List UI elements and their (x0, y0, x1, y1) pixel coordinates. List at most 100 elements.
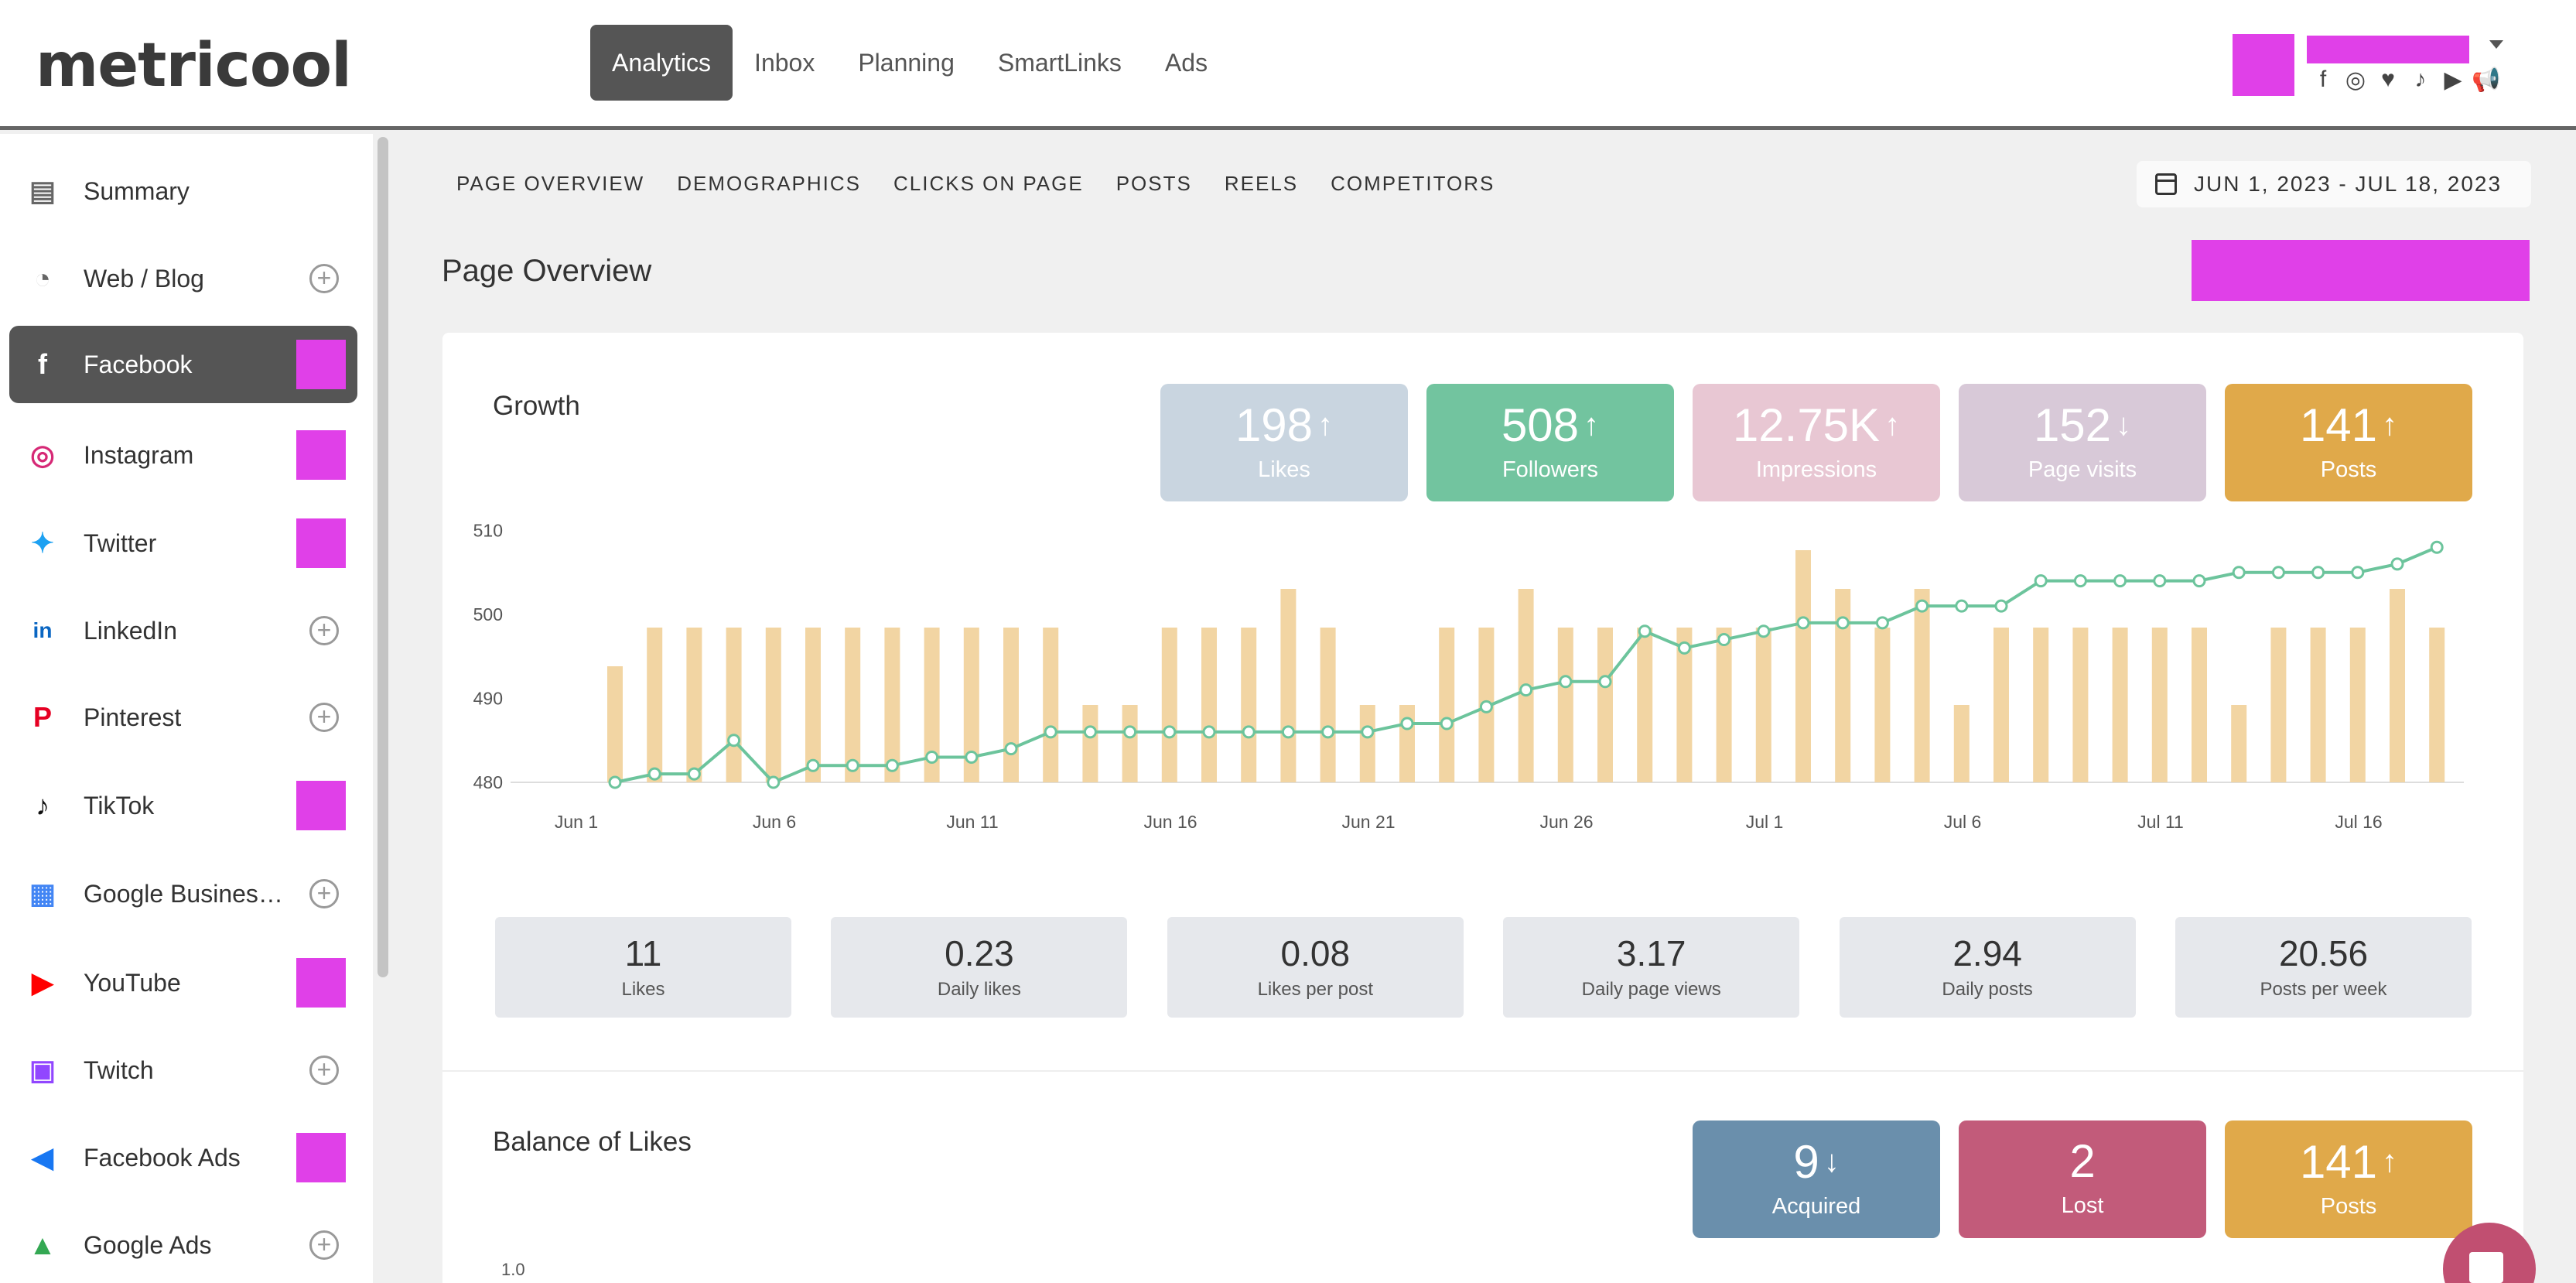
kpi-posts[interactable]: 141 ↑ Posts (2225, 1120, 2472, 1238)
sidebar-item-web-blog[interactable]: ◔ Web / Blog + (9, 240, 357, 317)
x-tick-label: Jun 6 (753, 812, 796, 832)
twitch-icon: ▣ (29, 1054, 56, 1086)
line-point (1875, 616, 1889, 630)
stat-label: Daily page views (1581, 979, 1721, 1000)
x-tick-label: Jun 11 (946, 812, 998, 832)
tab-page-overview[interactable]: PAGE OVERVIEW (456, 172, 645, 195)
connected-badge-redacted[interactable] (296, 781, 346, 830)
line-point (846, 758, 859, 772)
sidebar-item-google-busines[interactable]: ▦ Google Busines… + (9, 855, 357, 932)
sidebar-item-google-ads[interactable]: ▲ Google Ads + (9, 1206, 357, 1283)
line-point (1083, 725, 1097, 739)
connected-networks: f ◎ ♥ ♪ ▶ 📢 (2309, 67, 2501, 94)
nav-smartlinks[interactable]: SmartLinks (997, 49, 1122, 77)
bar (2349, 628, 2366, 782)
connected-badge-redacted[interactable] (296, 340, 346, 389)
tab-clicks-on-page[interactable]: CLICKS ON PAGE (893, 172, 1084, 195)
stat-daily-likes: 0.23 Daily likes (831, 917, 1128, 1018)
sidebar-item-summary[interactable]: ▤ Summary (9, 152, 357, 230)
add-circle-icon[interactable]: + (309, 264, 339, 293)
bar (845, 628, 861, 782)
connected-badge-redacted[interactable] (296, 1133, 346, 1182)
instagram-icon: ◎ (30, 439, 55, 470)
kpi-value-row: 508 ↑ (1426, 399, 1674, 451)
sidebar-item-label: Summary (84, 176, 190, 205)
tab-posts[interactable]: POSTS (1115, 172, 1192, 195)
line-point (727, 734, 741, 748)
kpi-likes[interactable]: 198 ↑ Likes (1160, 384, 1408, 501)
tab-demographics[interactable]: DEMOGRAPHICS (677, 172, 862, 195)
add-circle-icon[interactable]: + (309, 1230, 339, 1260)
kpi-label: Posts (2320, 1194, 2377, 1219)
nav-analytics[interactable]: Analytics (590, 25, 733, 101)
line-point (965, 750, 979, 764)
add-circle-icon[interactable]: + (309, 616, 339, 645)
youtube-icon: ▶ (32, 967, 53, 998)
top-bar: metricool Analytics Inbox Planning SmartLin… (0, 0, 2576, 130)
scrollbar-thumb[interactable] (378, 137, 388, 977)
line-point (2271, 566, 2285, 580)
line-point (1242, 725, 1256, 739)
sidebar-item-twitter[interactable]: ✦ Twitter (9, 505, 357, 582)
x-tick-label: Jul 1 (1746, 812, 1784, 832)
sidebar-item-youtube[interactable]: ▶ YouTube (9, 944, 357, 1021)
add-circle-icon[interactable]: + (309, 703, 339, 732)
sidebar-item-label: TikTok (84, 791, 155, 819)
kpi-value: 9 (1793, 1136, 1819, 1188)
account-name-redacted[interactable] (2307, 36, 2469, 63)
google-ads-icon: ▲ (29, 1229, 56, 1261)
arrow-down-icon: ↓ (2116, 408, 2132, 442)
bar (1795, 550, 1811, 782)
line-point (1598, 675, 1612, 689)
nav-ads[interactable]: Ads (1164, 49, 1208, 77)
kpi-impressions[interactable]: 12.75K ↑ Impressions (1693, 384, 1940, 501)
bar (647, 628, 663, 782)
bar (2270, 628, 2287, 782)
redacted-button[interactable] (2192, 240, 2530, 301)
kpi-label: Lost (2061, 1193, 2104, 1218)
bar (1241, 628, 1257, 782)
sidebar-item-facebook[interactable]: f Facebook (9, 326, 357, 403)
kpi-page-visits[interactable]: 152 ↓ Page visits (1959, 384, 2206, 501)
kpi-value: 508 (1501, 399, 1580, 451)
add-circle-icon[interactable]: + (309, 879, 339, 908)
metricool-logo[interactable]: metricool (36, 31, 352, 101)
sidebar-scrollbar[interactable] (376, 134, 390, 1283)
connected-badge-redacted[interactable] (296, 958, 346, 1008)
add-circle-icon[interactable]: + (309, 1055, 339, 1085)
kpi-label: Likes (1258, 457, 1310, 482)
sidebar-item-facebook-ads[interactable]: ◀ Facebook Ads (9, 1119, 357, 1196)
sidebar-item-linkedin[interactable]: in LinkedIn + (9, 592, 357, 669)
bar (1122, 705, 1138, 782)
bar (1914, 589, 1930, 782)
chevron-down-icon[interactable] (2489, 40, 2503, 49)
tab-competitors[interactable]: COMPETITORS (1331, 172, 1495, 195)
twitter-icon: ♥ (2381, 67, 2395, 92)
kpi-acquired[interactable]: 9 ↓ Acquired (1693, 1120, 1940, 1238)
date-range-picker[interactable]: JUN 1, 2023 - JUL 18, 2023 (2137, 161, 2531, 207)
kpi-value: 141 (2299, 399, 2378, 451)
bar (1359, 705, 1375, 782)
kpi-posts[interactable]: 141 ↑ Posts (2225, 384, 2472, 501)
account-avatar[interactable] (2233, 34, 2294, 96)
sidebar-item-instagram[interactable]: ◎ Instagram (9, 416, 357, 494)
connected-badge-redacted[interactable] (296, 518, 346, 568)
bar (1161, 628, 1177, 782)
nav-planning[interactable]: Planning (858, 49, 955, 77)
tab-reels[interactable]: REELS (1224, 172, 1299, 195)
kpi-value: 12.75K (1732, 399, 1881, 451)
kpi-value-row: 12.75K ↑ (1693, 399, 1940, 451)
kpi-followers[interactable]: 508 ↑ Followers (1426, 384, 1674, 501)
kpi-lost[interactable]: 2 Lost (1959, 1120, 2206, 1238)
sidebar-item-pinterest[interactable]: P Pinterest + (9, 679, 357, 756)
connected-badge-redacted[interactable] (296, 430, 346, 480)
nav-inbox[interactable]: Inbox (754, 49, 815, 77)
facebook-icon: f (38, 348, 47, 380)
sidebar-item-twitch[interactable]: ▣ Twitch + (9, 1032, 357, 1109)
bar (686, 628, 702, 782)
sidebar-item-tiktok[interactable]: ♪ TikTok (9, 767, 357, 844)
line-point (1955, 599, 1969, 613)
twitter-icon: ✦ (30, 527, 55, 559)
chat-icon[interactable] (2469, 1252, 2503, 1283)
sidebar-item-label: Pinterest (84, 703, 182, 731)
